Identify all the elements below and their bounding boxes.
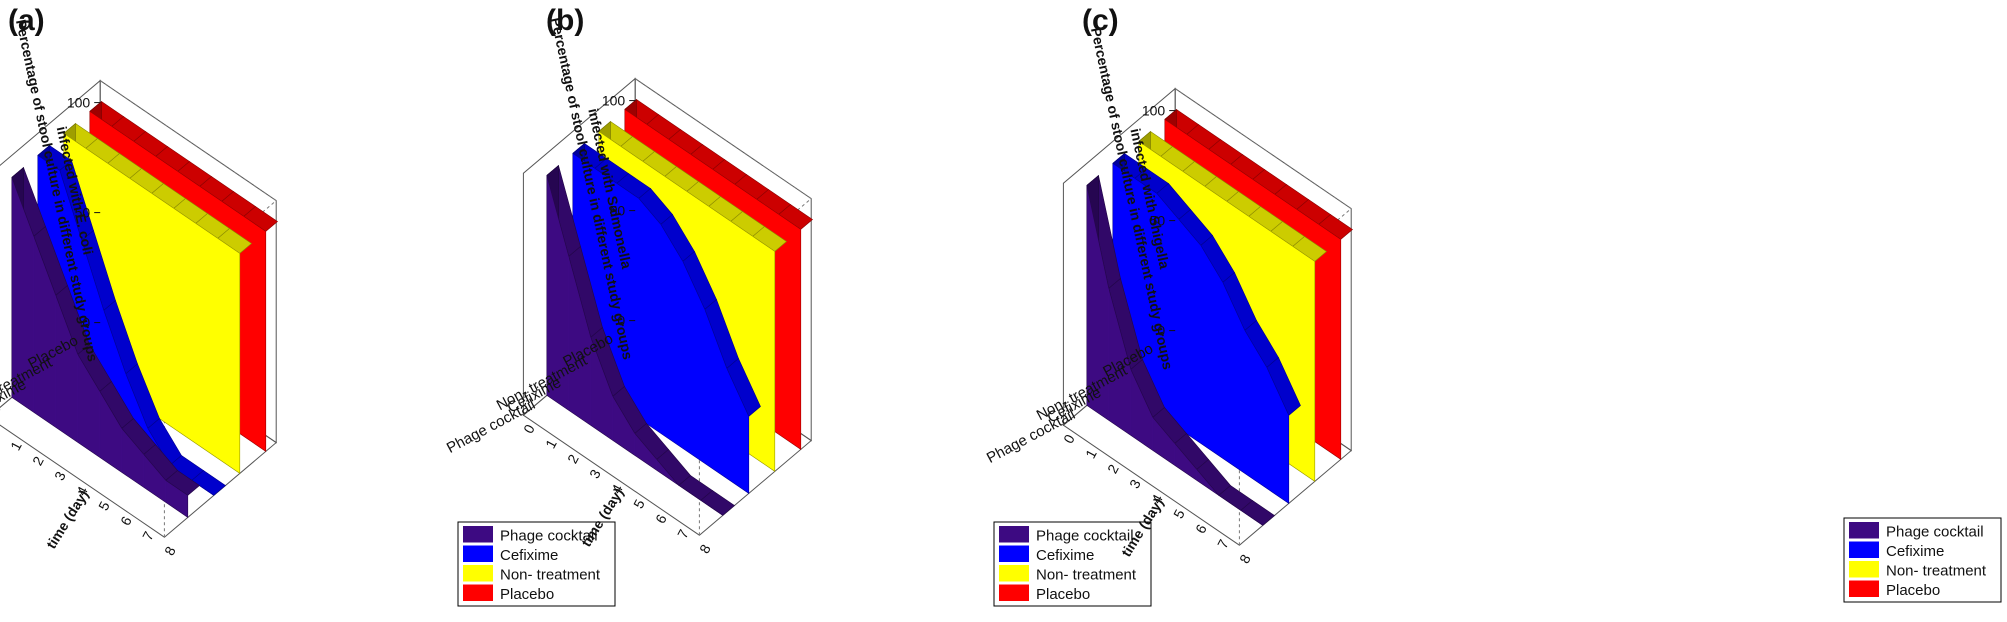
y-tick-label: 100 (1142, 103, 1166, 119)
legend: Phage cocktail Cefixime Non- treatment Plac… (457, 521, 616, 607)
legend-swatch (999, 526, 1029, 543)
legend-label: Placebo (1036, 586, 1090, 603)
x-tick-label: 8 (1236, 551, 1254, 566)
y-tick-label: 100 (602, 93, 626, 109)
x-tick-label: 8 (696, 541, 714, 556)
wall-front-face (546, 175, 723, 516)
legend: Phage cocktail Cefixime Non- treatment Plac… (993, 521, 1152, 607)
legend-label: Non- treatment (1036, 567, 1137, 584)
series-wall (11, 166, 200, 518)
y-tick-label: 100 (67, 95, 91, 111)
legend-swatch (999, 545, 1029, 562)
legend-swatch (463, 526, 493, 543)
legend-swatch (463, 545, 493, 562)
y-tick-label: 50 (75, 205, 91, 221)
legend-swatch (463, 565, 493, 582)
series-wall (1086, 174, 1275, 526)
legend-swatch (1849, 522, 1879, 539)
legend-swatch (1849, 580, 1879, 597)
legend-label: Placebo (1886, 582, 1940, 599)
legend-label: Phage cocktail (500, 528, 598, 545)
y-tick-label: 0 (82, 315, 90, 331)
wall-front-face (1112, 162, 1290, 504)
legend-label: Non- treatment (1886, 563, 1987, 580)
y-tick-label: 0 (1157, 323, 1165, 339)
y-tick-label: 0 (617, 313, 625, 329)
y-tick-label: 50 (610, 203, 626, 219)
series-wall (546, 164, 735, 516)
legend-swatch (463, 584, 493, 601)
legend-swatch (1849, 541, 1879, 558)
legend-label: Placebo (500, 586, 554, 603)
legend-swatch (999, 584, 1029, 601)
legend-label: Cefixime (1036, 547, 1094, 564)
series-wall (572, 142, 761, 494)
panel-label: (c) (1082, 4, 1119, 37)
legend-label: Phage cocktail (1036, 528, 1134, 545)
x-axis-title: time (day) (43, 487, 92, 552)
legend-swatch (1849, 561, 1879, 578)
x-tick-label: 8 (161, 543, 179, 558)
legend-label: Phage cocktail (1886, 524, 1984, 541)
legend: Phage cocktail Cefixime Non- treatment Plac… (1843, 517, 2002, 603)
y-tick-label: 50 (1150, 213, 1166, 229)
x-tick-label: 0 (0, 423, 3, 438)
wall-front-face (572, 152, 750, 494)
wall-front-face (63, 132, 241, 474)
panel-label: (a) (8, 4, 45, 37)
wall-front-face (1086, 185, 1263, 526)
legend-label: Cefixime (1886, 543, 1944, 560)
wall-front-face (11, 177, 189, 518)
legend-label: Cefixime (500, 547, 558, 564)
legend-swatch (999, 565, 1029, 582)
panel-label: (b) (546, 4, 584, 37)
legend-label: Non- treatment (500, 567, 601, 584)
